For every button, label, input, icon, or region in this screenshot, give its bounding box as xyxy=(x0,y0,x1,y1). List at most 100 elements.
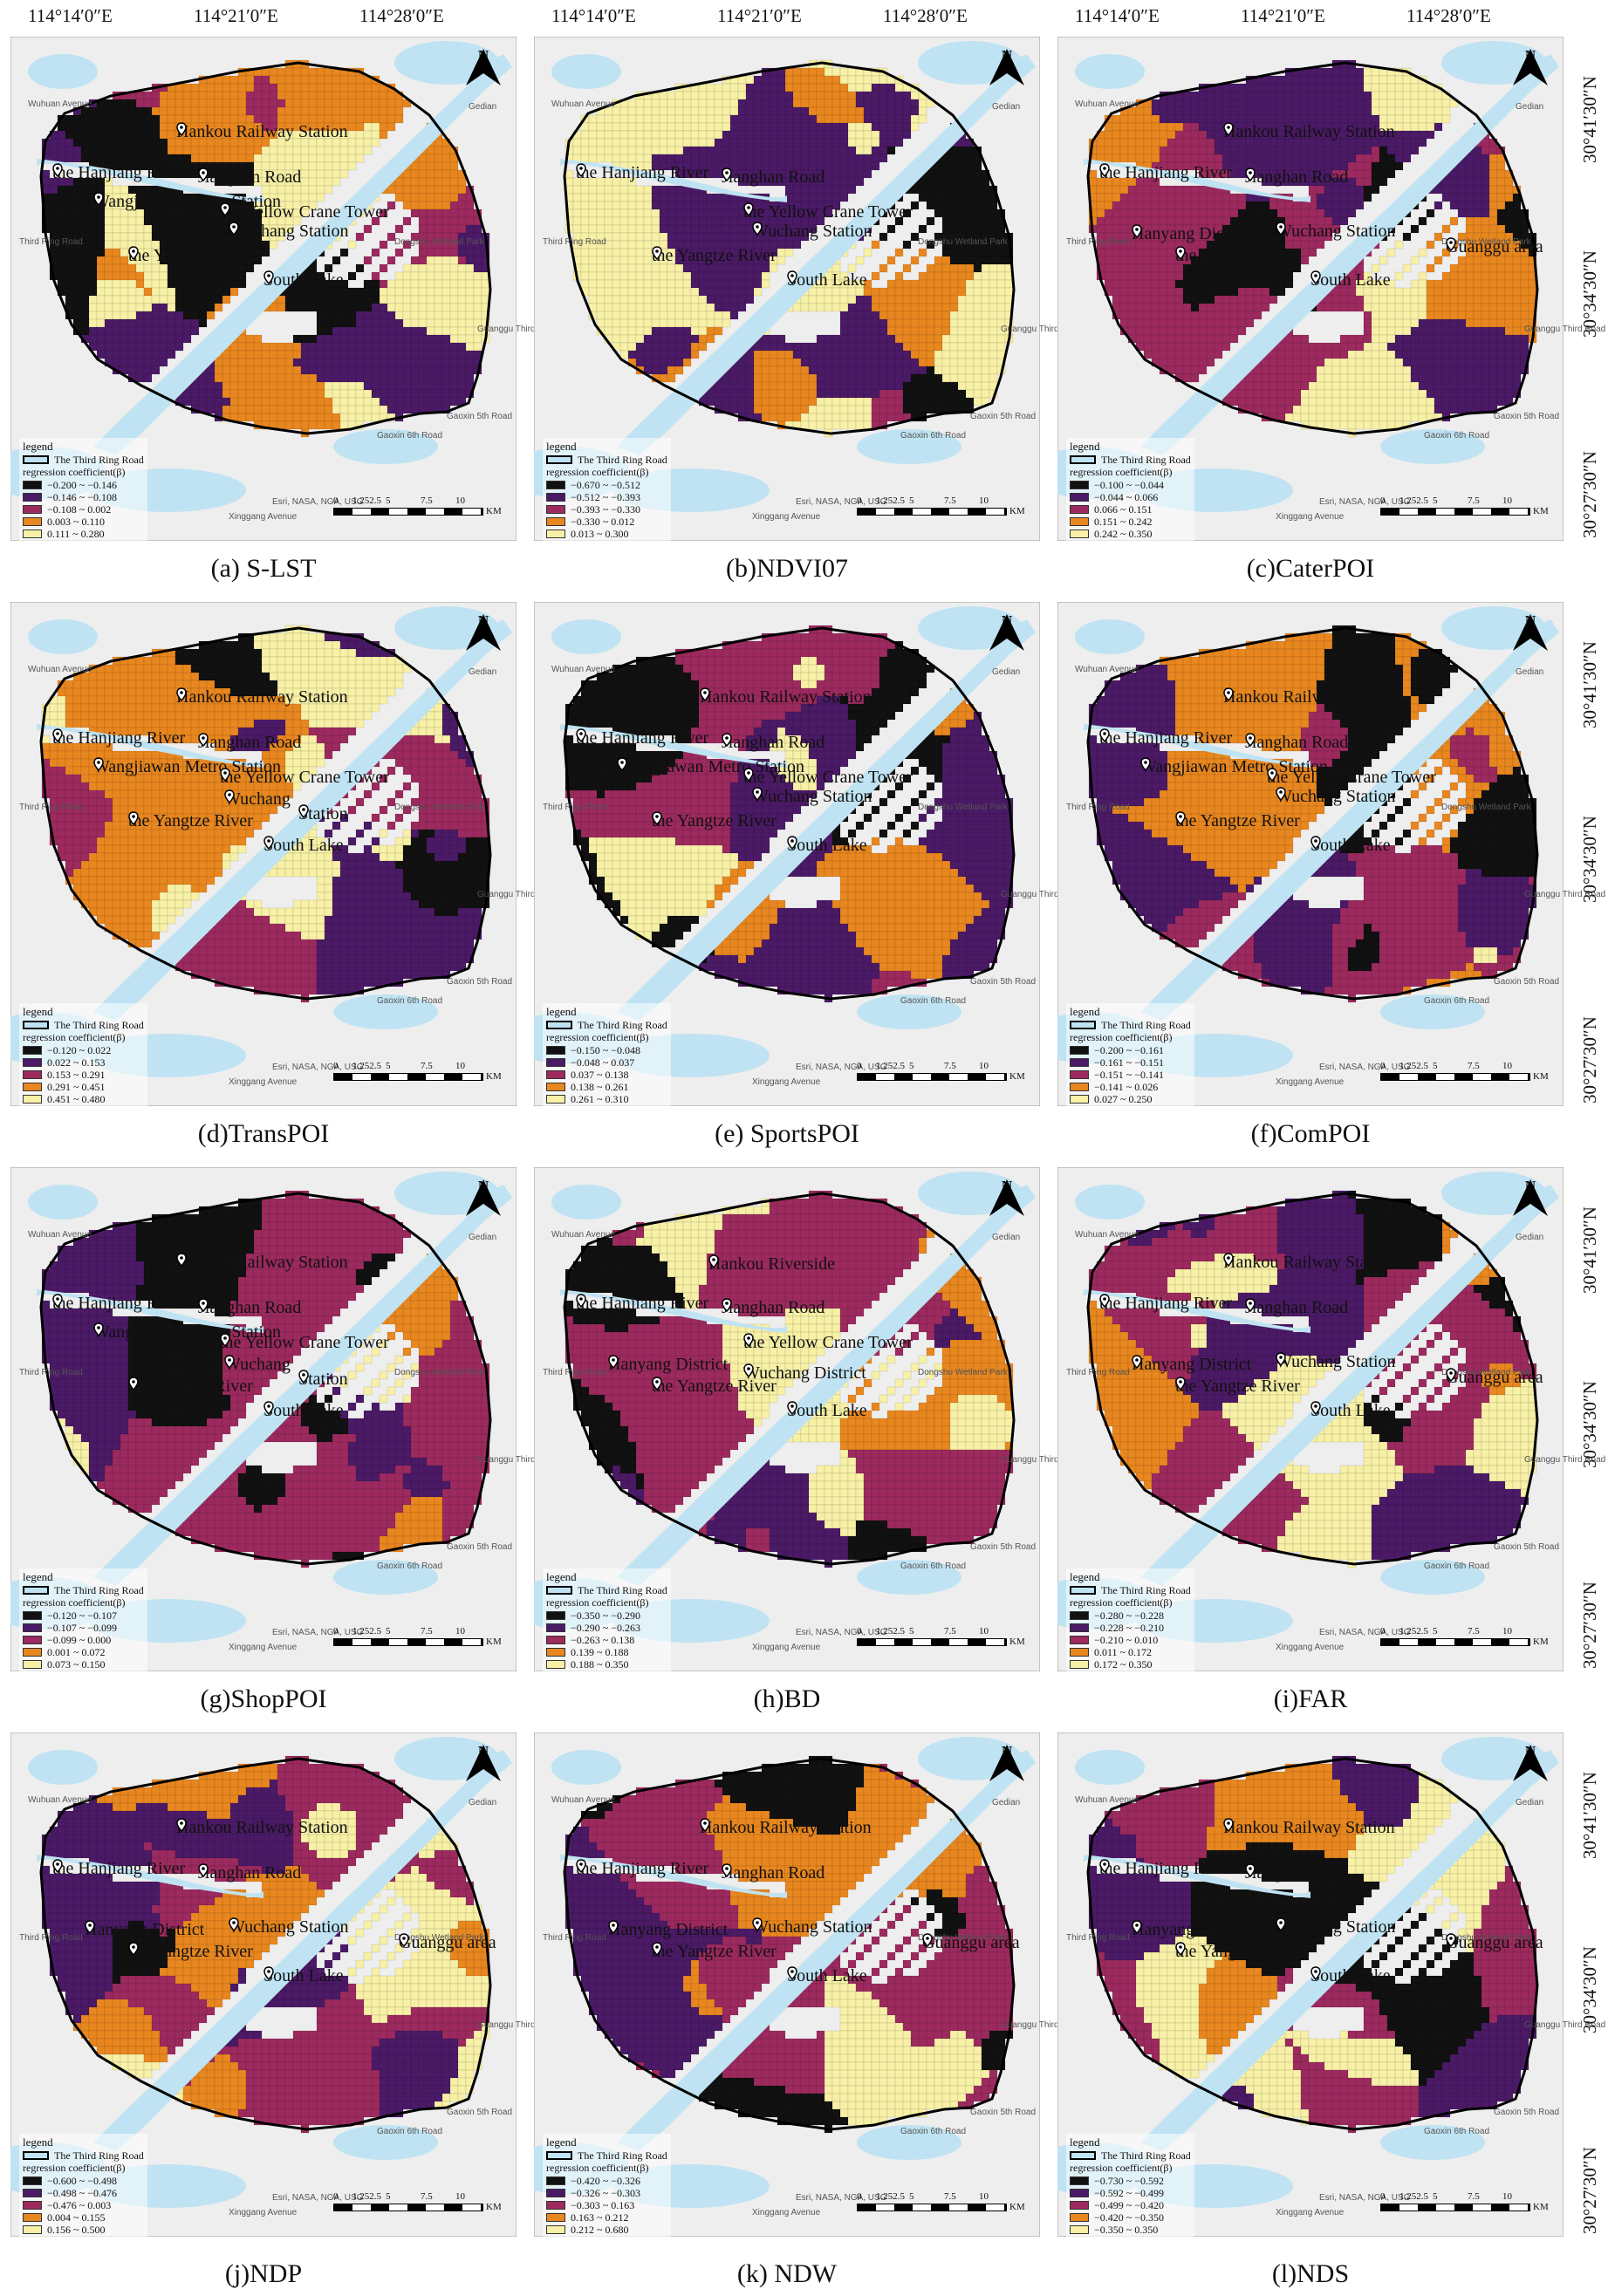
north-arrow-icon xyxy=(466,1179,501,1216)
map-pin-icon xyxy=(1175,1377,1186,1391)
legend-class-range: −0.350 ~ −0.290 xyxy=(571,1609,640,1623)
place-label: the Hanjiang River xyxy=(576,728,708,748)
scale-tick-label: 0 xyxy=(1380,1061,1386,1071)
basemap-road-label: Xinggang Avenue xyxy=(229,2208,297,2217)
place-label: the Yangtze River xyxy=(128,1942,253,1962)
scale-bar: 0 1.252.5 5 7.5 10 KM xyxy=(333,1626,502,1647)
scale-tick-label: 1.252.5 xyxy=(352,1626,381,1637)
ring-road-swatch xyxy=(1070,455,1096,464)
map-panel-g: N Wuhuan Avenue Gedian Third Ring Road Dongs… xyxy=(10,1167,558,1672)
scale-tick-label: 0 xyxy=(333,1626,339,1637)
map-pin-icon xyxy=(198,167,209,181)
legend-class: 0.011 ~ 0.172 xyxy=(1070,1646,1191,1658)
scale-bar: 0 1.252.5 5 7.5 10 KM xyxy=(333,1061,502,1082)
place-name: the Hanjiang River xyxy=(52,728,185,748)
basemap-road-label: Gaoxin 5th Road xyxy=(447,977,512,987)
legend-class: −0.499 ~ −0.420 xyxy=(1070,2199,1191,2211)
map-pin-icon xyxy=(576,1859,586,1873)
map-pin-icon xyxy=(752,787,763,801)
place-name: Wuchang Station xyxy=(229,222,349,241)
basemap-road-label: Third Ring Road xyxy=(1066,237,1130,247)
north-arrow-icon xyxy=(466,49,501,85)
legend-class-range: 0.073 ~ 0.150 xyxy=(47,1658,106,1671)
place-name: the Hanjiang River xyxy=(1099,1294,1232,1313)
place-name: Jianghan Road xyxy=(198,1298,301,1317)
map-pin-icon xyxy=(220,202,230,216)
legend-swatch xyxy=(546,517,565,526)
ring-road-swatch xyxy=(1070,1021,1096,1029)
scale-bar-graphic xyxy=(1380,1637,1530,1646)
place-label: the Hanjiang River xyxy=(1099,163,1232,183)
third-ring-road-boundary xyxy=(563,1757,1016,2131)
map-pin-icon xyxy=(220,768,230,782)
basemap-lake xyxy=(1075,1750,1145,1785)
yangtze-river xyxy=(1140,1750,1559,2151)
map-pin-icon xyxy=(608,1920,619,1934)
basemap-road-label: Gaoxin 6th Road xyxy=(900,2127,966,2136)
place-label: Hankou Railway Station xyxy=(176,687,348,707)
basemap-road-label: Wuhuan Avenue xyxy=(1075,1795,1139,1805)
place-label: the Yangtze River xyxy=(128,1377,253,1397)
map-pin-icon xyxy=(93,757,104,771)
map-legend: legend The Third Ring Road regression coef… xyxy=(19,2134,147,2238)
place-label: Wuchang Station xyxy=(229,222,349,242)
map-pin-icon xyxy=(128,246,139,260)
scale-tick-label: 10 xyxy=(455,1061,465,1071)
scale-unit: KM xyxy=(1009,2202,1025,2212)
third-ring-road-boundary xyxy=(563,626,1016,1001)
map-panel-e: N Wuhuan Avenue Gedian Third Ring Road Dongs… xyxy=(534,602,1082,1107)
hanjiang-river xyxy=(37,724,263,768)
basemap-road-label: Gaoxin 5th Road xyxy=(447,412,512,421)
basemap-road-label: Xinggang Avenue xyxy=(752,1077,820,1087)
map-pin-icon xyxy=(176,1818,187,1832)
basemap-road-label: Gaoxin 6th Road xyxy=(900,1561,966,1571)
map-legend: legend The Third Ring Road regression coef… xyxy=(19,438,147,542)
legend-class-range: 0.451 ~ 0.480 xyxy=(47,1093,106,1106)
ring-road-swatch xyxy=(546,2151,572,2160)
legend-class: −0.263 ~ 0.138 xyxy=(546,1634,667,1646)
basemap-lake xyxy=(1380,994,1485,1029)
scale-bar-graphic xyxy=(1380,507,1530,516)
legend-class: 0.027 ~ 0.250 xyxy=(1070,1093,1191,1105)
legend-heading: legend xyxy=(546,440,667,454)
basemap-road-label: Wuhuan Avenue xyxy=(28,1230,92,1240)
legend-swatch xyxy=(546,505,565,514)
place-name: Jianghan Road xyxy=(198,733,301,752)
legend-class: 0.261 ~ 0.310 xyxy=(546,1093,667,1105)
basemap-road-label: Third Ring Road xyxy=(1066,803,1130,812)
legend-heading: legend xyxy=(1070,1005,1191,1019)
latitude-label: 30°41′30″N xyxy=(1579,1206,1601,1294)
ring-road-swatch xyxy=(546,455,572,464)
basemap-road-label: Gaoxin 5th Road xyxy=(970,412,1036,421)
map-legend: legend The Third Ring Road regression coef… xyxy=(19,1568,147,1672)
place-label: Hankou Railway Station xyxy=(176,1253,348,1273)
place-name: Wuchang Station xyxy=(1276,222,1396,241)
basemap-road-label: Gaoxin 5th Road xyxy=(1494,412,1559,421)
legend-ring-road-label: The Third Ring Road xyxy=(1101,454,1191,467)
yangtze-river xyxy=(617,1185,1036,1586)
legend-swatch xyxy=(23,1648,42,1657)
coefficient-grid xyxy=(41,59,490,438)
latitude-label: 30°27′30″N xyxy=(1579,2147,1601,2234)
place-name: Hankou Railway Station xyxy=(176,1818,348,1837)
map-pin-icon xyxy=(1245,167,1256,181)
map-pin-icon xyxy=(1175,246,1186,260)
legend-swatch xyxy=(1070,2189,1089,2197)
scale-tick-label: 7.5 xyxy=(421,495,433,506)
basemap-road-label: Third Ring Road xyxy=(543,237,606,247)
legend-swatch xyxy=(546,1636,565,1644)
place-name: the Yangtze River xyxy=(652,246,777,265)
map-legend: legend The Third Ring Road regression coef… xyxy=(543,1003,671,1107)
legend-coef-label: regression coefficient(β) xyxy=(1070,466,1191,479)
basemap-road-label: Gedian xyxy=(1516,667,1543,677)
basemap-road-label: Guanggu Third Road xyxy=(1001,2020,1082,2030)
scale-bar: 0 1.252.5 5 7.5 10 KM xyxy=(857,1626,1025,1647)
legend-swatch xyxy=(546,1083,565,1091)
legend-class-range: 0.212 ~ 0.680 xyxy=(571,2224,629,2237)
map-pin-icon xyxy=(1310,1401,1321,1415)
place-name: the Yangtze River xyxy=(128,811,253,830)
panel-caption: (c)CaterPOI xyxy=(1057,554,1564,584)
legend-swatch xyxy=(23,530,42,538)
scale-tick-label: 0 xyxy=(1380,1626,1386,1637)
map-pin-icon xyxy=(752,1917,763,1931)
